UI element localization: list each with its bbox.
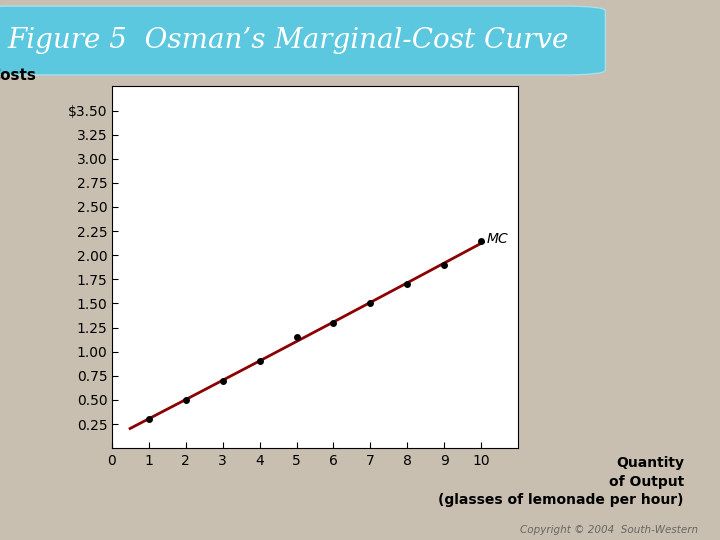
Text: Costs: Costs [0,68,37,83]
FancyBboxPatch shape [0,6,606,75]
Text: Copyright © 2004  South-Western: Copyright © 2004 South-Western [521,524,698,535]
Text: MC: MC [487,232,509,246]
Text: Figure 5  Osman’s Marginal-Cost Curve: Figure 5 Osman’s Marginal-Cost Curve [7,27,569,54]
Text: Quantity
of Output
(glasses of lemonade per hour): Quantity of Output (glasses of lemonade … [438,456,684,507]
